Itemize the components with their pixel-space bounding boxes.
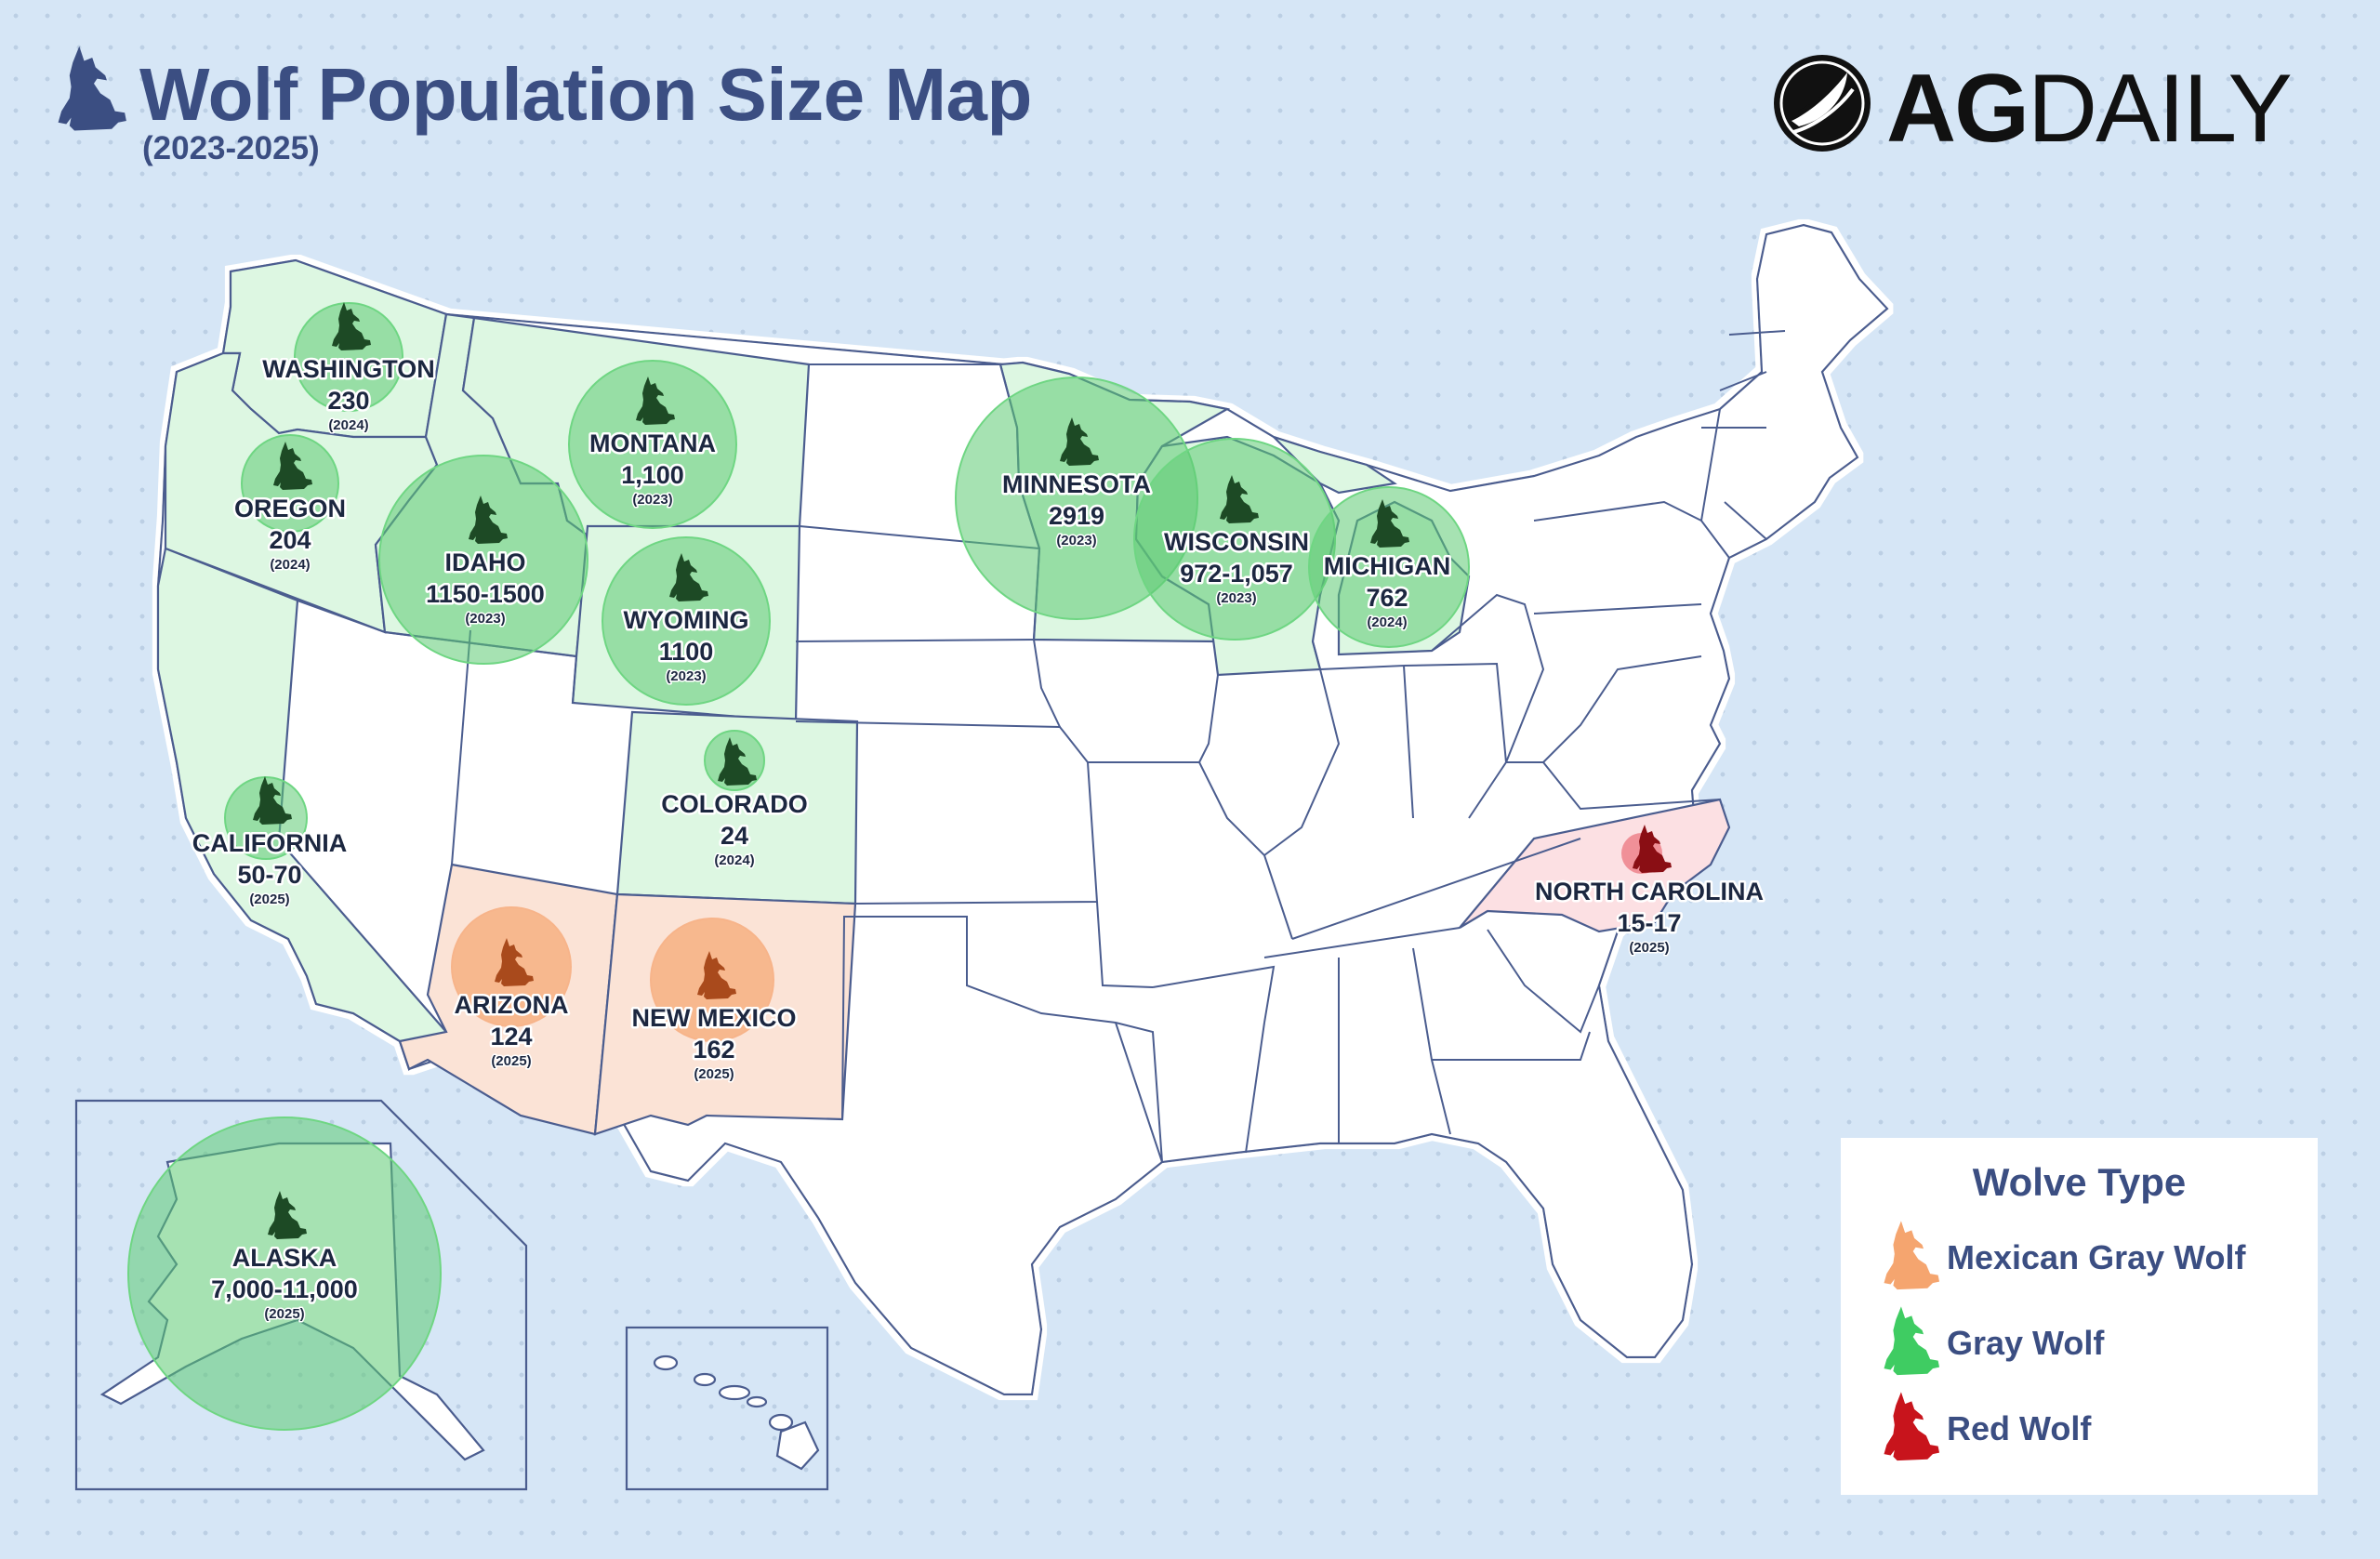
wyoming-year: (2023)	[666, 668, 706, 684]
oregon-year: (2024)	[270, 557, 310, 573]
oregon-name: OREGON	[234, 495, 346, 522]
arizona-label: ARIZONA 124 (2025)	[452, 989, 571, 1071]
california-population-circle	[224, 776, 308, 860]
north-carolina-population-circle	[1621, 825, 1672, 874]
legend-item-mexican-gray-wolf: Mexican Gray Wolf	[1874, 1220, 2311, 1294]
california-year: (2025)	[249, 892, 289, 907]
legend-label: Gray Wolf	[1947, 1324, 2105, 1362]
minnesota-label: MINNESOTA 2919 (2023)	[1000, 469, 1154, 550]
washington-name: WASHINGTON	[262, 355, 435, 383]
wisconsin-name: WISCONSIN	[1164, 528, 1309, 556]
california-state	[156, 547, 448, 1072]
page-title: Wolf Population Size Map	[139, 53, 1032, 136]
michigan-name: MICHIGAN	[1324, 552, 1451, 580]
legend-title: Wolve Type	[1972, 1160, 2187, 1204]
minnesota-name: MINNESOTA	[1002, 470, 1151, 498]
montana-circle	[568, 360, 737, 529]
oregon-label: OREGON 204 (2024)	[231, 493, 348, 575]
washington-label: WASHINGTON 230 (2024)	[260, 353, 438, 435]
colorado-population-circle	[704, 730, 765, 791]
new-mexico-population-circle	[650, 918, 774, 1042]
wisconsin-label: WISCONSIN 972-1,057 (2023)	[1161, 526, 1311, 608]
arizona-name: ARIZONA	[455, 991, 569, 1019]
wisconsin-value: 972-1,057	[1180, 560, 1293, 588]
legend-item-gray-wolf: Gray Wolf	[1874, 1305, 2311, 1380]
legend-label: Red Wolf	[1947, 1409, 2092, 1447]
alaska-name: ALASKA	[232, 1244, 337, 1272]
oregon-population-circle	[241, 434, 339, 533]
wyoming-label: WYOMING 1100 (2023)	[621, 604, 751, 686]
colorado-label: COLORADO 24 (2024)	[659, 788, 811, 870]
population-circles	[127, 302, 1672, 1431]
washington-circle	[294, 302, 403, 412]
ag-daily-logo: AGDAILY	[1771, 52, 2329, 163]
colorado-value: 24	[721, 822, 748, 850]
minnesota-year: (2023)	[1056, 533, 1096, 548]
state-borders	[297, 330, 1786, 1163]
michigan-label: MICHIGAN 762 (2024)	[1321, 550, 1453, 632]
idaho-population-circle	[378, 455, 588, 665]
wyoming-name: WYOMING	[624, 606, 749, 634]
montana-year: (2023)	[632, 492, 672, 508]
page-subtitle: (2023-2025)	[142, 130, 320, 166]
idaho-circle	[378, 455, 588, 665]
ag-daily-leaf-logo-icon	[1774, 55, 1871, 152]
orange-wolf-icon	[1874, 1220, 1941, 1292]
washington-year: (2024)	[328, 417, 368, 433]
state-labels: WASHINGTON 230 (2024) OREGON 204 (2024) IDAHO 1…	[190, 353, 1766, 1324]
new-mexico-name: NEW MEXICO	[631, 1004, 796, 1032]
hawaii-islands	[653, 1354, 820, 1471]
colorado-year: (2024)	[714, 852, 754, 868]
idaho-year: (2023)	[465, 611, 505, 627]
michigan-circle	[1308, 486, 1470, 648]
california-label: CALIFORNIA 50-70 (2025)	[190, 827, 349, 909]
washington-population-circle	[294, 302, 403, 412]
north-carolina-year: (2025)	[1629, 940, 1669, 956]
legend-item-red-wolf: Red Wolf	[1874, 1391, 2311, 1465]
alaska-inset-frame	[74, 1099, 528, 1491]
green-wolf-icon	[1874, 1305, 1941, 1378]
hawaii-inset-frame	[625, 1326, 829, 1491]
california-value: 50-70	[237, 861, 301, 889]
montana-label: MONTANA 1,100 (2023)	[588, 428, 719, 509]
north-carolina-value: 15-17	[1617, 909, 1681, 937]
michigan-population-circle	[1308, 486, 1470, 648]
north-carolina-label: NORTH CAROLINA 15-17 (2025)	[1533, 876, 1766, 958]
california-name: CALIFORNIA	[192, 829, 347, 857]
north-carolina-state	[1459, 798, 1731, 933]
alaska-label: ALASKA 7,000-11,000 (2025)	[209, 1242, 361, 1324]
legend: Wolve Type Mexican Gray Wolf Gray Wolf R…	[1841, 1138, 2318, 1495]
montana-population-circle	[568, 360, 737, 529]
legend-label: Mexican Gray Wolf	[1947, 1238, 2246, 1276]
idaho-label: IDAHO 1150-1500 (2023)	[424, 547, 548, 628]
michigan-value: 762	[1366, 584, 1408, 612]
alaska-circle	[127, 1116, 442, 1431]
new-mexico-label: NEW MEXICO 162 (2025)	[629, 1002, 799, 1084]
wyoming-value: 1100	[659, 638, 714, 666]
arizona-population-circle	[451, 906, 572, 1027]
minnesota-value: 2919	[1049, 502, 1104, 530]
wyoming-circle	[602, 536, 771, 706]
alaska-year: (2025)	[264, 1306, 304, 1322]
washington-value: 230	[327, 387, 369, 415]
oregon-value: 204	[269, 526, 311, 554]
north-carolina-name: NORTH CAROLINA	[1535, 878, 1764, 905]
new-mexico-year: (2025)	[694, 1066, 734, 1082]
wisconsin-year: (2023)	[1216, 590, 1256, 606]
wyoming-population-circle	[602, 536, 771, 706]
arizona-value: 124	[490, 1023, 532, 1050]
arizona-year: (2025)	[491, 1053, 531, 1069]
idaho-value: 1150-1500	[426, 580, 545, 608]
idaho-name: IDAHO	[445, 548, 526, 576]
alaska-population-circle	[127, 1116, 442, 1431]
alaska-value: 7,000-11,000	[211, 1275, 358, 1303]
montana-value: 1,100	[621, 461, 684, 489]
montana-name: MONTANA	[589, 429, 716, 457]
michigan-year: (2024)	[1367, 614, 1407, 630]
colorado-name: COLORADO	[661, 790, 808, 818]
logo-wordmark: AGDAILY	[1886, 55, 2293, 163]
red-wolf-icon	[1874, 1391, 1941, 1463]
new-mexico-value: 162	[693, 1036, 734, 1064]
